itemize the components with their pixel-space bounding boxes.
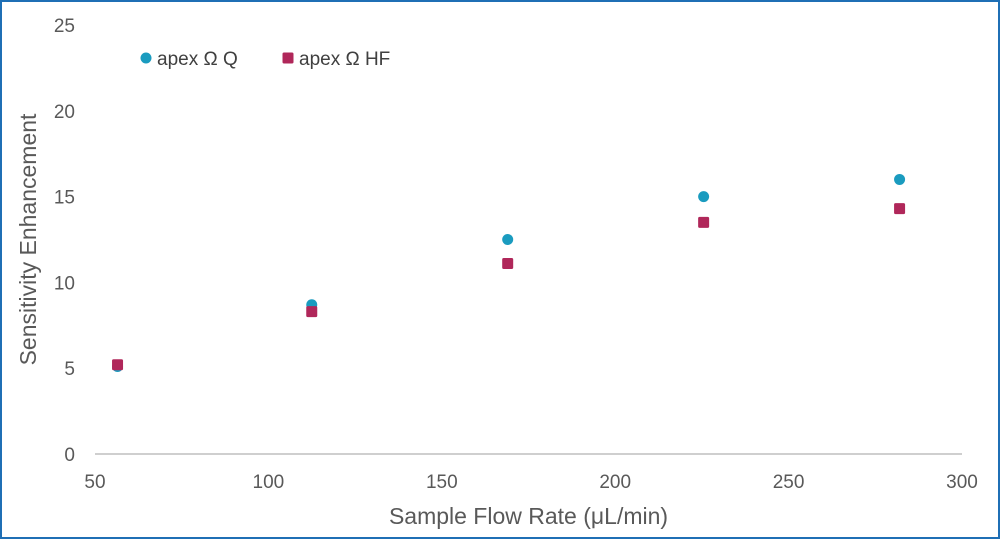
x-tick-label: 50 (84, 472, 105, 493)
data-points (112, 173, 906, 372)
apex-hf-point (112, 359, 124, 371)
y-axis-title: Sensitivity Enhancement (15, 113, 41, 365)
x-axis-ticks: 50 100 150 200 250 300 (84, 472, 977, 493)
apex-hf-point (698, 216, 710, 228)
legend-marker (140, 52, 152, 64)
apex-hf-point (894, 203, 906, 215)
y-tick-label: 10 (54, 273, 75, 294)
y-tick-label: 25 (54, 16, 75, 37)
apex-q-point (502, 234, 514, 245)
apex-hf-point (502, 258, 514, 270)
legend-label: apex Ω Q (157, 49, 238, 70)
x-tick-label: 150 (426, 472, 458, 493)
x-tick-label: 250 (773, 472, 805, 493)
x-tick-label: 100 (253, 472, 285, 493)
y-tick-label: 0 (64, 445, 75, 466)
y-axis-ticks: 0 5 10 15 20 25 (54, 16, 75, 466)
y-tick-label: 5 (64, 359, 75, 380)
legend-marker (282, 52, 294, 64)
apex-hf-point (306, 306, 318, 318)
legend: apex Ω Q apex Ω HF (140, 49, 390, 70)
legend-label: apex Ω HF (299, 49, 390, 70)
x-tick-label: 300 (946, 472, 978, 493)
x-tick-label: 200 (599, 472, 631, 493)
x-axis-title: Sample Flow Rate (μL/min) (389, 503, 668, 529)
apex-q-point (894, 173, 906, 185)
apex-q-point (698, 191, 710, 203)
y-tick-label: 20 (54, 102, 75, 123)
y-tick-label: 15 (54, 188, 75, 209)
